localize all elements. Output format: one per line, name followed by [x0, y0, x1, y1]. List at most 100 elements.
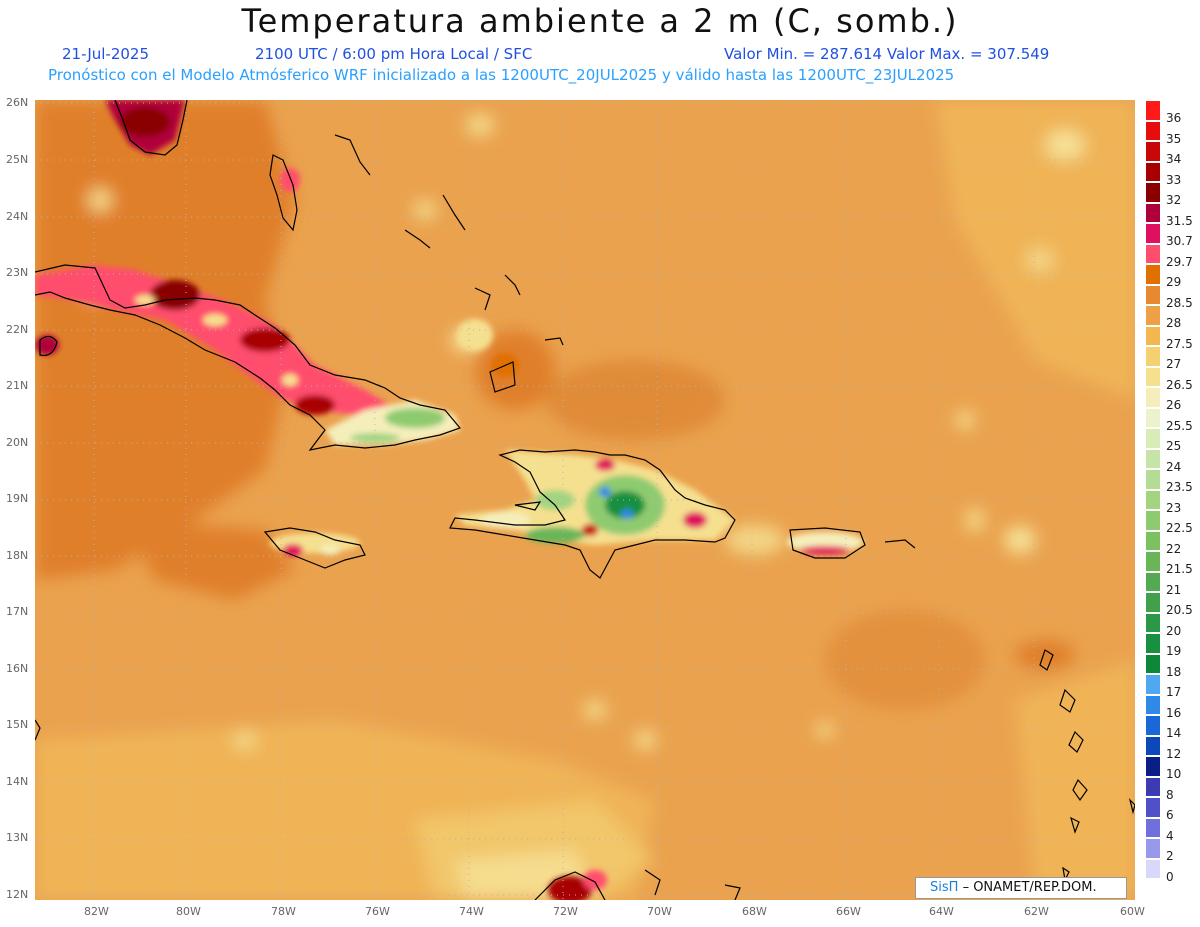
colorbar-label: 10	[1166, 767, 1182, 781]
barbados	[1128, 798, 1135, 815]
min-max-values: Valor Min. = 287.614 Valor Max. = 307.54…	[724, 45, 1050, 63]
colorbar-label: 25	[1166, 439, 1182, 453]
lon-label: 78W	[271, 905, 296, 918]
colorbar-swatch	[1145, 674, 1161, 695]
colorbar-label: 32	[1166, 193, 1182, 207]
colorbar-swatch	[1145, 182, 1161, 203]
lat-label: 24N	[6, 210, 29, 223]
coastlines	[35, 100, 1135, 900]
colorbar-label: 33	[1166, 172, 1182, 187]
colorbar-label: 34	[1166, 152, 1182, 166]
colorbar-swatch	[1145, 489, 1161, 510]
colorbar-swatch	[1145, 817, 1161, 838]
colorbar-label: 25.5	[1166, 418, 1193, 433]
lesser-antilles-5	[1070, 816, 1080, 834]
colorbar-swatch	[1145, 141, 1161, 162]
colorbar-swatch	[1145, 694, 1161, 715]
colorbar-label: 17	[1166, 685, 1182, 699]
florida-coast	[114, 100, 188, 156]
credit-box: SisΠ – ONAMET/REP.DOM.	[915, 877, 1127, 899]
colorbar-swatch	[1145, 407, 1161, 428]
colorbar-label: 8	[1166, 787, 1174, 802]
lesser-antilles-2	[1059, 688, 1076, 713]
lesser-antilles-6	[1062, 866, 1070, 882]
colorbar-swatch	[1145, 756, 1161, 777]
colorbar-swatch	[1145, 305, 1161, 326]
colorbar-label: 20.5	[1166, 603, 1193, 617]
bahamas-east-3	[442, 194, 466, 231]
colorbar-swatch	[1145, 284, 1161, 305]
lat-label: 16N	[6, 662, 29, 675]
colorbar-label: 22	[1166, 541, 1182, 556]
colorbar-swatch	[1145, 325, 1161, 346]
bahamas-east-1	[334, 134, 371, 176]
colorbar-label: 2	[1166, 849, 1174, 863]
colorbar-label: 28.5	[1166, 295, 1193, 310]
colorbar-swatch	[1145, 161, 1161, 182]
andros-island	[269, 154, 298, 232]
colorbar-swatch	[1145, 346, 1161, 367]
colorbar-swatch	[1145, 776, 1161, 797]
colorbar-swatch	[1145, 592, 1161, 613]
isle-of-youth	[39, 335, 58, 357]
colorbar-label: 29.7	[1166, 254, 1193, 269]
colorbar-swatch	[1145, 551, 1161, 572]
lat-label: 20N	[6, 436, 29, 449]
colorbar-swatch	[1145, 838, 1161, 859]
lat-label: 18N	[6, 549, 29, 562]
colorbar-label: 35	[1166, 131, 1182, 146]
colorbar-label: 23	[1166, 500, 1182, 515]
hispaniola-coast	[449, 449, 736, 579]
colorbar-swatch	[1145, 223, 1161, 244]
colorbar-label: 6	[1166, 808, 1174, 822]
lon-label: 66W	[836, 905, 861, 918]
colorbar-label: 18	[1166, 664, 1182, 679]
forecast-date: 21-Jul-2025	[62, 45, 150, 63]
lat-label: 26N	[6, 96, 29, 109]
colorbar-label: 27	[1166, 357, 1182, 371]
lat-label: 23N	[6, 266, 29, 279]
lat-label: 13N	[6, 831, 29, 844]
colorbar-swatch	[1145, 715, 1161, 736]
colorbar-label: 23.5	[1166, 480, 1193, 494]
puerto-rico-coast	[789, 527, 866, 559]
lon-label: 64W	[929, 905, 954, 918]
colorbar-swatch	[1145, 469, 1161, 490]
bahamas-east-2	[404, 229, 431, 249]
model-info: Pronóstico con el Modelo Atmósferico WRF…	[48, 66, 955, 84]
colorbar-label: 24	[1166, 459, 1182, 474]
lat-label: 25N	[6, 153, 29, 166]
lon-label: 70W	[647, 905, 672, 918]
lon-label: 80W	[176, 905, 201, 918]
forecast-time: 2100 UTC / 6:00 pm Hora Local / SFC	[255, 45, 533, 63]
colorbar-label: 14	[1166, 726, 1182, 740]
colorbar-label: 29	[1166, 275, 1182, 289]
land-temperature-field	[35, 100, 863, 900]
colorbar-swatch	[1145, 530, 1161, 551]
venezuela-coast	[534, 871, 606, 900]
colorbar-label: 0	[1166, 869, 1174, 884]
credit-text: – ONAMET/REP.DOM.	[962, 880, 1097, 895]
map-title: Temperatura ambiente a 2 m (C, somb.)	[241, 2, 959, 40]
colorbar-swatch	[1145, 243, 1161, 264]
lon-label: 76W	[365, 905, 390, 918]
turks-caicos	[544, 337, 564, 346]
colorbar-swatch	[1145, 735, 1161, 756]
colorbar-label: 21.5	[1166, 562, 1193, 576]
colorbar-label: 36	[1166, 111, 1182, 125]
lat-label: 17N	[6, 605, 29, 618]
colorbar-label: 26.5	[1166, 377, 1193, 392]
colorbar-label: 21	[1166, 582, 1182, 597]
margarita	[724, 884, 741, 900]
colorbar-label: 30.7	[1166, 234, 1193, 248]
colorbar-swatch	[1145, 120, 1161, 141]
jamaica-coast	[263, 527, 366, 569]
colorbar-swatch	[1145, 387, 1161, 408]
colorbar-label: 27.5	[1166, 336, 1193, 351]
lat-label: 21N	[6, 379, 29, 392]
sispi-logo: SisΠ	[930, 880, 959, 895]
aruba-curacao	[644, 869, 661, 896]
colorbar-label: 26	[1166, 398, 1182, 412]
colorbar-swatch	[1145, 428, 1161, 449]
colorbar-label: 4	[1166, 828, 1174, 843]
